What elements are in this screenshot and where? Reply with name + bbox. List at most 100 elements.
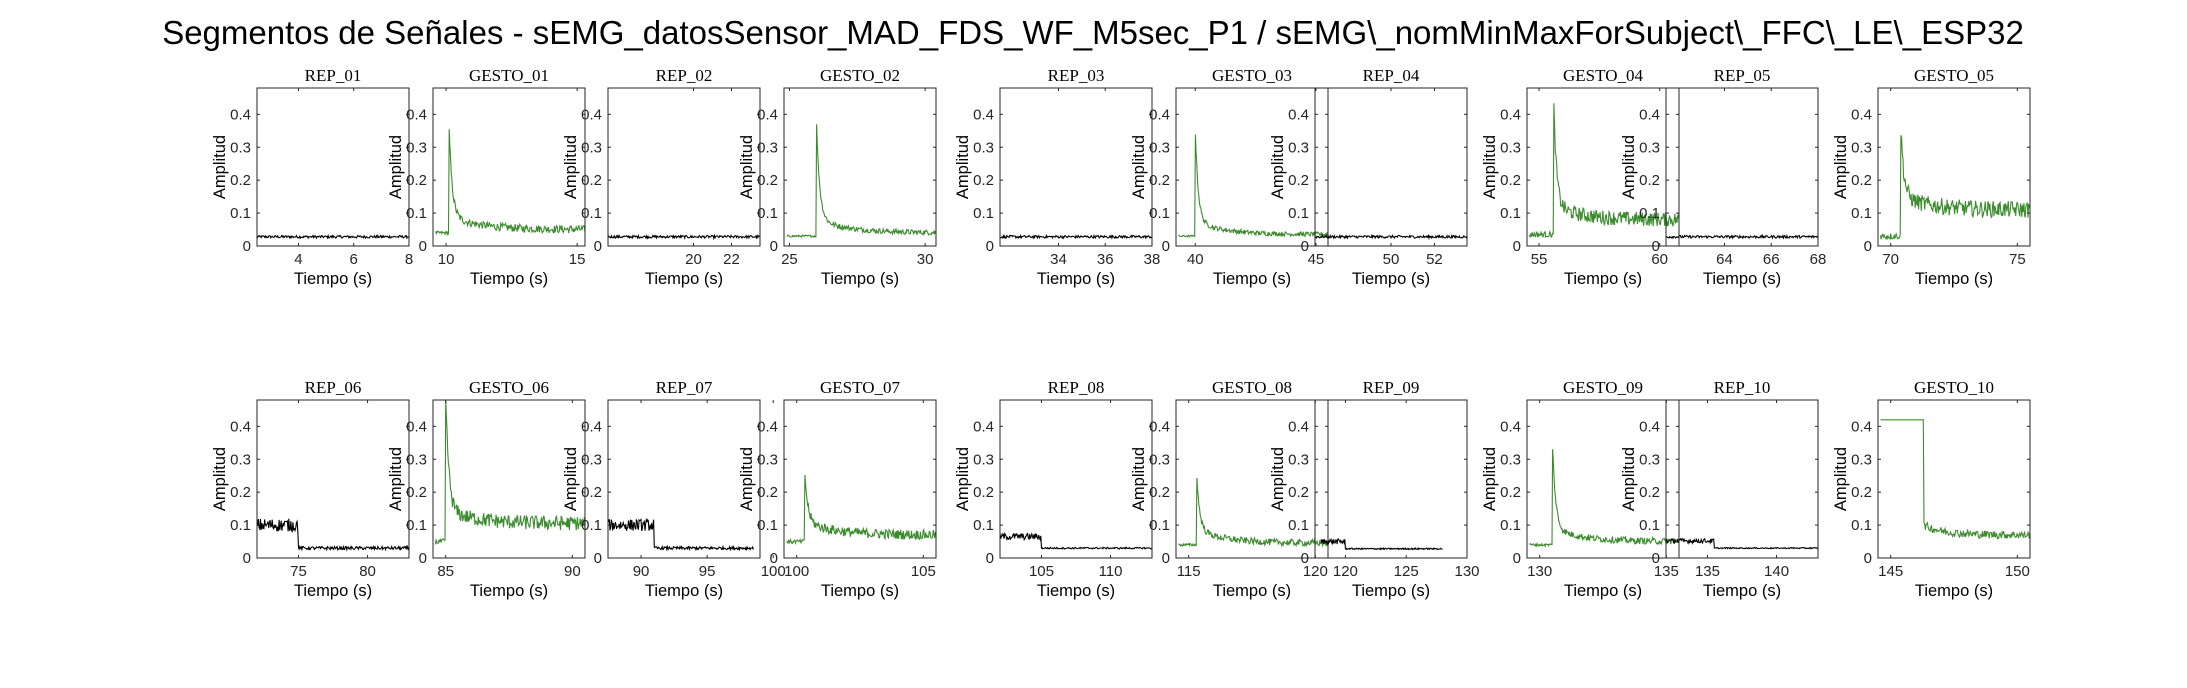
x-tick-label: 105 bbox=[1029, 563, 1054, 580]
y-tick-label: 0.2 bbox=[581, 172, 602, 189]
y-tick-label: 0.4 bbox=[406, 106, 427, 123]
y-tick-label: 0.3 bbox=[757, 451, 778, 468]
y-tick-label: 0.4 bbox=[1288, 418, 1309, 435]
x-tick-label: 50 bbox=[1383, 251, 1400, 268]
subplot-title: REP_08 bbox=[1048, 378, 1105, 397]
y-axis-label: Amplitud bbox=[1832, 135, 1850, 199]
subplot-title: GESTO_05 bbox=[1914, 66, 1994, 85]
series-line bbox=[1528, 103, 1680, 239]
x-tick-label: 22 bbox=[723, 251, 740, 268]
x-tick-label: 75 bbox=[2009, 251, 2026, 268]
series-line bbox=[786, 124, 937, 239]
subplot-title: REP_01 bbox=[305, 66, 362, 85]
x-axis-label: Tiempo (s) bbox=[645, 582, 723, 600]
y-tick-label: 0.1 bbox=[1288, 517, 1309, 534]
y-tick-label: 0 bbox=[1652, 238, 1660, 255]
y-tick-label: 0.1 bbox=[1500, 517, 1521, 534]
y-tick-label: 0 bbox=[594, 238, 602, 255]
x-tick-label: 45 bbox=[1308, 251, 1325, 268]
subplot-gesto-10: 0 0.1 0.2 0.3 0.4 145 150 GESTO_10 Tiempo (s) Amp… bbox=[1832, 378, 2031, 600]
y-axis-label: Amplitud bbox=[562, 447, 580, 511]
axes-box bbox=[607, 87, 761, 247]
subplot-gesto-06: 0 0.1 0.2 0.3 0.4 85 90 GESTO_06 Tiempo (s) Ampli… bbox=[387, 378, 586, 600]
axes-box bbox=[1665, 87, 1819, 247]
axes-box bbox=[999, 87, 1153, 247]
y-tick-label: 0 bbox=[1301, 550, 1309, 567]
y-tick-label: 0.2 bbox=[406, 172, 427, 189]
subplot-title: REP_09 bbox=[1363, 378, 1420, 397]
x-axis-label: Tiempo (s) bbox=[470, 270, 548, 288]
y-tick-label: 0 bbox=[986, 238, 994, 255]
x-axis-label: Tiempo (s) bbox=[1352, 582, 1430, 600]
y-tick-label: 0.1 bbox=[1639, 517, 1660, 534]
x-axis-label: Tiempo (s) bbox=[1564, 582, 1642, 600]
series-line bbox=[1880, 419, 2031, 540]
y-tick-label: 0 bbox=[1162, 238, 1170, 255]
y-tick-label: 0.1 bbox=[406, 517, 427, 534]
subplot-title: GESTO_10 bbox=[1914, 378, 1994, 397]
y-tick-label: 0.2 bbox=[1149, 172, 1170, 189]
y-tick-label: 0.1 bbox=[1851, 205, 1872, 222]
subplot-title: GESTO_08 bbox=[1212, 378, 1292, 397]
y-tick-label: 0.2 bbox=[1851, 172, 1872, 189]
x-axis-label: Tiempo (s) bbox=[294, 270, 372, 288]
x-tick-label: 68 bbox=[1810, 251, 1827, 268]
x-tick-label: 80 bbox=[359, 563, 376, 580]
series-line bbox=[608, 517, 754, 552]
y-tick-label: 0.1 bbox=[581, 205, 602, 222]
y-tick-label: 0.3 bbox=[1851, 139, 1872, 156]
x-tick-label: 30 bbox=[917, 251, 934, 268]
y-tick-label: 0 bbox=[594, 550, 602, 567]
subplot-rep-07: 0 0.1 0.2 0.3 0.4 90 95 100 REP_07 Tiempo (s) Ampl… bbox=[562, 378, 786, 600]
series-line bbox=[1178, 134, 1329, 239]
subplot-rep-08: 0 0.1 0.2 0.3 0.4 105 110 REP_08 Tiempo (s) Ampli… bbox=[954, 378, 1153, 600]
y-tick-label: 0.2 bbox=[406, 484, 427, 501]
x-tick-label: 135 bbox=[1695, 563, 1720, 580]
y-tick-label: 0.1 bbox=[406, 205, 427, 222]
y-tick-label: 0.3 bbox=[581, 451, 602, 468]
subplot-title: GESTO_02 bbox=[820, 66, 900, 85]
y-tick-label: 0.1 bbox=[1500, 205, 1521, 222]
x-tick-label: 85 bbox=[437, 563, 454, 580]
x-axis-label: Tiempo (s) bbox=[294, 582, 372, 600]
x-tick-label: 75 bbox=[290, 563, 307, 580]
x-tick-label: 115 bbox=[1177, 563, 1201, 580]
series-line bbox=[607, 233, 761, 241]
x-tick-label: 90 bbox=[564, 563, 581, 580]
subplot-title: REP_02 bbox=[656, 66, 713, 85]
y-axis-label: Amplitud bbox=[1130, 447, 1148, 511]
x-tick-label: 110 bbox=[1099, 563, 1123, 580]
y-tick-label: 0 bbox=[419, 238, 427, 255]
y-tick-label: 0 bbox=[243, 550, 251, 567]
x-tick-label: 36 bbox=[1097, 251, 1114, 268]
x-tick-label: 140 bbox=[1764, 563, 1789, 580]
subplot-gesto-08: 0 0.1 0.2 0.3 0.4 115 120 GESTO_08 Tiempo (s) Amp… bbox=[1130, 378, 1329, 600]
axes-box bbox=[256, 399, 410, 559]
y-tick-label: 0 bbox=[1301, 238, 1309, 255]
y-tick-label: 0.1 bbox=[1149, 517, 1170, 534]
subplot-gesto-02: 0 0.1 0.2 0.3 0.4 25 30 GESTO_02 Tiempo (s) Ampli… bbox=[738, 66, 937, 288]
y-axis-label: Amplitud bbox=[387, 135, 405, 199]
y-tick-label: 0.4 bbox=[1851, 418, 1872, 435]
y-tick-label: 0.2 bbox=[757, 172, 778, 189]
y-axis-label: Amplitud bbox=[1481, 135, 1499, 199]
y-tick-label: 0.4 bbox=[973, 418, 994, 435]
y-tick-label: 0.3 bbox=[230, 139, 251, 156]
series-line bbox=[256, 233, 410, 240]
subplot-title: GESTO_04 bbox=[1563, 66, 1643, 85]
subplot-title: GESTO_09 bbox=[1563, 378, 1643, 397]
x-tick-label: 100 bbox=[784, 563, 809, 580]
y-tick-label: 0.3 bbox=[1149, 451, 1170, 468]
y-tick-label: 0.2 bbox=[1639, 484, 1660, 501]
y-axis-label: Amplitud bbox=[1269, 447, 1287, 511]
subplot-title: REP_06 bbox=[305, 378, 362, 397]
subplot-gesto-04: 0 0.1 0.2 0.3 0.4 55 60 GESTO_04 Tiempo (s) Ampli… bbox=[1481, 66, 1680, 288]
y-tick-label: 0.2 bbox=[1500, 484, 1521, 501]
series-line bbox=[1879, 135, 2031, 241]
x-axis-label: Tiempo (s) bbox=[1213, 582, 1291, 600]
series-line bbox=[256, 518, 410, 552]
y-axis-label: Amplitud bbox=[1130, 135, 1148, 199]
subplot-gesto-09: 0 0.1 0.2 0.3 0.4 130 135 GESTO_09 Tiempo (s) Amp… bbox=[1481, 378, 1680, 600]
x-tick-label: 10 bbox=[438, 251, 455, 268]
